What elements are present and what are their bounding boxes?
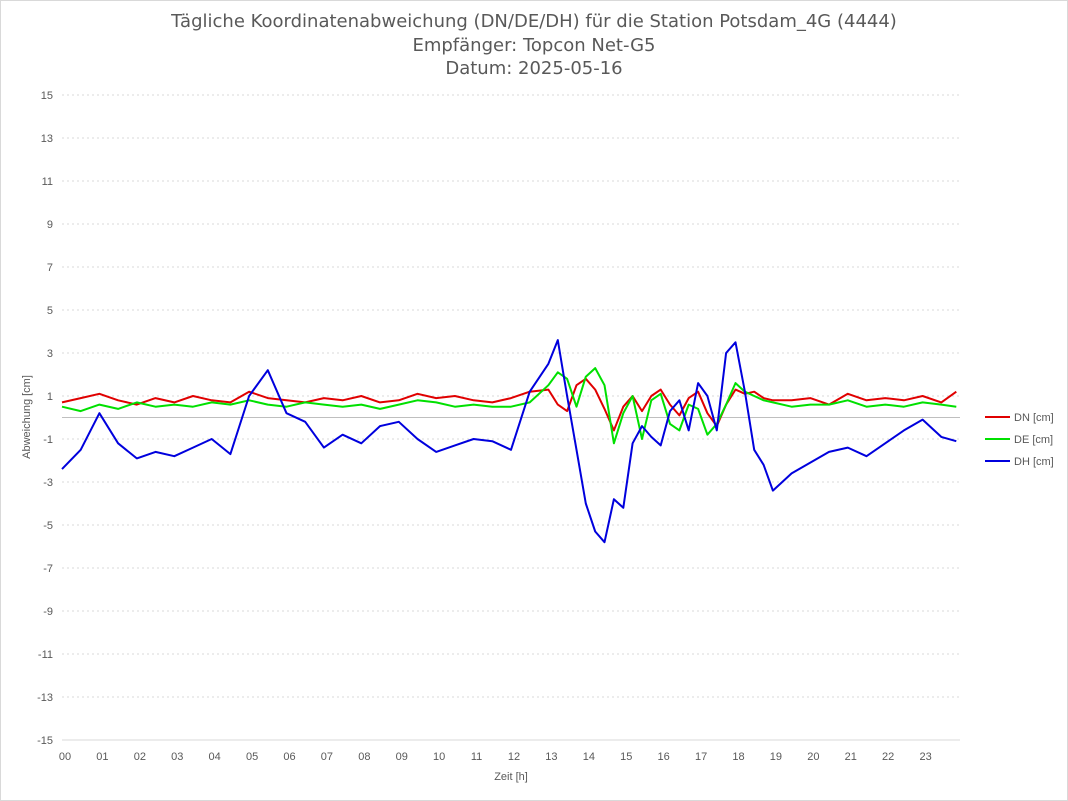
x-tick-label: 11 (471, 751, 482, 763)
legend-label: DE [cm] (1014, 434, 1053, 446)
x-tick-label: 22 (882, 751, 894, 763)
y-tick-label: -11 (38, 649, 53, 661)
legend-label: DH [cm] (1014, 456, 1054, 468)
y-tick-label: -13 (37, 692, 53, 704)
x-tick-label: 19 (770, 751, 782, 763)
y-tick-label: -1 (43, 434, 53, 446)
x-tick-label: 07 (321, 751, 333, 763)
series-line-dh (61, 339, 957, 544)
y-tick-labels: 15 13 11 9 7 5 3 1 -1 -3 -5 -7 -9 -11 -13 -15 (37, 90, 53, 747)
x-tick-label: 21 (845, 751, 857, 763)
x-tick-label: 03 (171, 751, 183, 763)
x-tick-label: 14 (583, 751, 595, 763)
x-tick-labels: 00 01 02 03 04 05 06 07 08 09 10 11 12 13 14 15 16 17 18 19… (59, 751, 932, 763)
y-tick-label: 5 (47, 305, 53, 317)
x-tick-label: 17 (695, 751, 707, 763)
y-tick-label: 13 (41, 133, 53, 145)
y-tick-label: 1 (47, 391, 53, 403)
series-line-de (61, 367, 957, 445)
y-tick-label: 15 (41, 90, 53, 102)
x-axis-title: Zeit [h] (494, 771, 528, 783)
y-tick-label: 9 (47, 219, 53, 231)
y-tick-label: -15 (37, 735, 53, 747)
x-tick-label: 06 (283, 751, 295, 763)
x-tick-label: 09 (396, 751, 408, 763)
y-tick-label: -5 (43, 520, 53, 532)
grid-layer (62, 94, 960, 741)
x-tick-label: 08 (358, 751, 370, 763)
chart-subtitle-receiver: Empfänger: Topcon Net-G5 (412, 35, 656, 56)
x-tick-label: 05 (246, 751, 258, 763)
x-tick-label: 15 (620, 751, 632, 763)
y-tick-label: 7 (47, 262, 53, 274)
legend: DN [cm] DE [cm] DH [cm] (985, 412, 1054, 468)
y-tick-label: 11 (42, 176, 53, 188)
x-tick-label: 04 (209, 751, 221, 763)
chart-subtitle-date: Datum: 2025-05-16 (445, 58, 623, 79)
x-tick-label: 00 (59, 751, 71, 763)
y-axis-title: Abweichung [cm] (21, 375, 33, 459)
chart-title: Tägliche Koordinatenabweichung (DN/DE/DH… (171, 11, 897, 32)
x-tick-label: 23 (919, 751, 931, 763)
x-tick-label: 20 (807, 751, 819, 763)
y-tick-label: -9 (43, 606, 53, 618)
x-tick-label: 13 (545, 751, 557, 763)
legend-label: DN [cm] (1014, 412, 1054, 424)
x-tick-label: 18 (732, 751, 744, 763)
x-tick-label: 12 (508, 751, 520, 763)
x-tick-label: 02 (134, 751, 146, 763)
y-tick-label: 3 (47, 348, 53, 360)
y-tick-label: -3 (43, 477, 53, 489)
x-tick-label: 16 (658, 751, 670, 763)
y-tick-label: -7 (43, 563, 53, 575)
series-layer (61, 339, 957, 544)
x-tick-label: 01 (96, 751, 108, 763)
x-tick-label: 10 (433, 751, 445, 763)
